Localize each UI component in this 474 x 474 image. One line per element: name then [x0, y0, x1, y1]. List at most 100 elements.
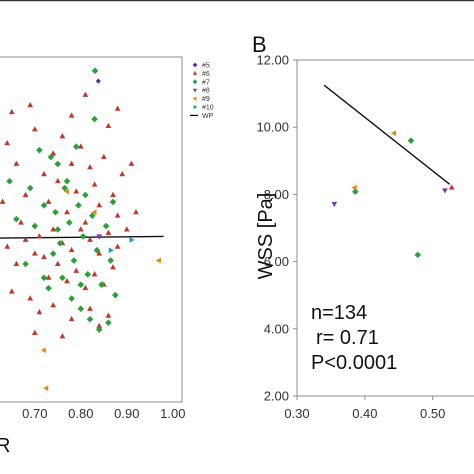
data-point	[352, 188, 359, 196]
legend-swatch	[192, 96, 197, 101]
data-point	[52, 208, 59, 216]
data-point	[123, 226, 130, 232]
data-point	[45, 274, 52, 280]
legend-entry-label: #6	[202, 71, 210, 78]
stats-annotation: n=134	[311, 302, 367, 324]
y-tick-label: 8.00	[264, 187, 289, 202]
data-point	[77, 281, 85, 288]
regression-line	[323, 84, 451, 185]
data-point	[331, 201, 338, 208]
data-point	[8, 288, 15, 294]
panel-b-letter: B	[252, 32, 267, 57]
data-point	[86, 315, 94, 323]
data-point	[4, 139, 11, 146]
data-point	[105, 312, 112, 318]
data-point	[63, 177, 71, 185]
data-point	[119, 171, 126, 177]
data-point	[95, 78, 101, 84]
legend-entry-label: #9	[202, 96, 210, 103]
data-point	[54, 160, 62, 168]
data-point	[13, 160, 20, 166]
data-point	[114, 243, 121, 249]
data-point	[114, 212, 121, 218]
data-point	[41, 253, 47, 260]
data-point	[50, 226, 57, 232]
data-point	[49, 250, 57, 257]
data-point	[91, 115, 98, 123]
data-point	[79, 233, 87, 240]
panel-b-points	[323, 84, 455, 259]
y-tick-label: 10.00	[256, 120, 289, 135]
data-point	[68, 112, 75, 118]
panel-b-stats: n=134 r= 0.71 P<0.0001	[311, 302, 397, 374]
panel-b-ticks: 12.00 10.00 8.00 6.00 4.00 2.00 0.30 0.40 0.50	[256, 53, 445, 422]
stats-annotation: P<0.0001	[311, 352, 397, 374]
data-point	[64, 208, 70, 215]
data-point	[50, 302, 57, 308]
x-tick-label: 0.30	[284, 406, 309, 421]
data-point	[70, 257, 78, 264]
y-tick-label: 4.00	[264, 321, 289, 336]
stats-annotation: r= 0.71	[316, 327, 379, 349]
panel-b: B 12.00 10.00 8.00 6.00 4.00 2.00 0.30 0.40 0.50…	[252, 32, 474, 421]
data-point	[36, 146, 43, 154]
data-point	[82, 191, 89, 199]
data-point	[129, 236, 135, 243]
data-point	[31, 329, 38, 335]
data-point	[31, 250, 38, 256]
data-point	[8, 108, 15, 115]
data-point	[61, 184, 68, 192]
data-point	[155, 257, 161, 264]
data-point	[105, 229, 112, 235]
panel-a-x-ticks: 0.70 0.80 0.90 1.00	[22, 406, 185, 421]
data-point	[40, 274, 48, 282]
data-point	[6, 177, 13, 185]
x-tick-label: 0.90	[114, 406, 139, 421]
data-point	[47, 153, 55, 161]
y-tick-label: 2.00	[264, 389, 289, 404]
data-point	[110, 264, 116, 270]
y-tick-label: 12.00	[256, 53, 289, 68]
legend-entry-label: #8	[202, 88, 210, 95]
data-point	[407, 137, 415, 144]
data-point	[22, 191, 29, 197]
data-point	[77, 143, 84, 149]
y-tick-label: 6.00	[264, 254, 289, 269]
data-point	[72, 143, 80, 150]
data-point	[107, 257, 114, 264]
data-point	[45, 198, 52, 204]
data-point	[82, 284, 89, 291]
panel-a-plot-area	[0, 56, 183, 403]
legend-entry-label: #7	[202, 79, 210, 86]
data-point	[98, 281, 105, 288]
legend-swatch	[193, 104, 198, 110]
data-point	[68, 246, 75, 253]
legend-entry-label: #10	[202, 105, 214, 112]
data-point	[64, 277, 70, 284]
data-point	[41, 171, 47, 177]
data-point	[18, 219, 24, 225]
data-point	[96, 250, 103, 256]
data-point	[112, 291, 119, 299]
data-point	[54, 226, 62, 233]
data-point	[108, 247, 114, 254]
data-point	[54, 260, 61, 266]
data-point	[87, 236, 93, 242]
data-point	[442, 188, 448, 194]
data-point	[133, 208, 139, 215]
panel-a-x-axis-label: R	[0, 435, 10, 457]
panel-a-points	[0, 67, 164, 392]
data-point	[114, 105, 121, 111]
data-point	[91, 209, 97, 216]
data-point	[13, 215, 20, 223]
x-tick-label: 0.40	[352, 406, 377, 421]
data-point	[84, 271, 91, 278]
legend-entry-label: #5	[202, 63, 210, 70]
data-point	[59, 133, 66, 139]
data-point	[4, 243, 11, 249]
x-tick-label: 1.00	[160, 406, 185, 421]
data-point	[96, 202, 103, 208]
